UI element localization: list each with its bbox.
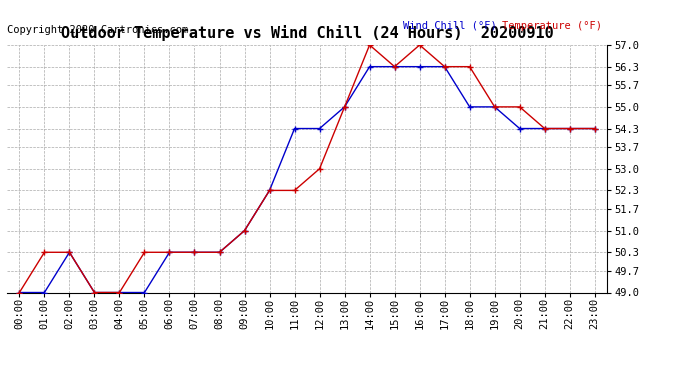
Legend: Wind Chill (°F), Temperature (°F): Wind Chill (°F), Temperature (°F): [403, 21, 602, 30]
Title: Outdoor Temperature vs Wind Chill (24 Hours)  20200910: Outdoor Temperature vs Wind Chill (24 Ho…: [61, 25, 553, 41]
Text: Copyright 2020 Cartronics.com: Copyright 2020 Cartronics.com: [7, 25, 188, 35]
